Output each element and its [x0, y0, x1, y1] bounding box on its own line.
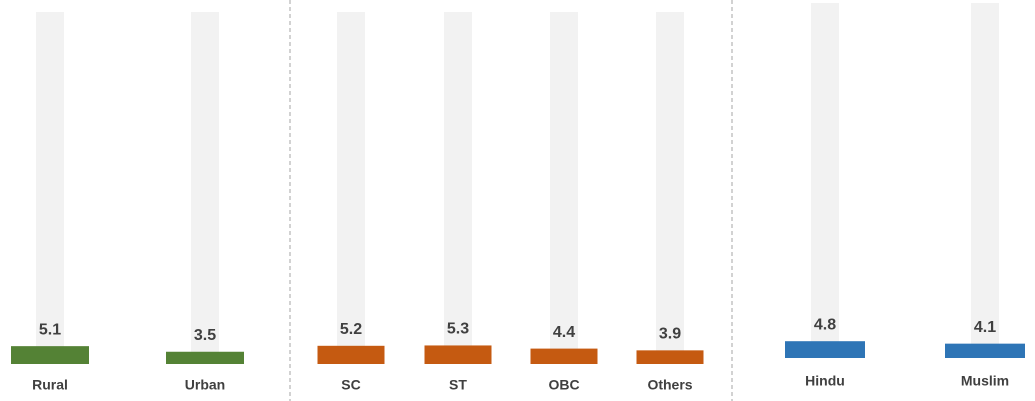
- bar-track: [971, 3, 999, 358]
- bar-track: [337, 12, 365, 364]
- value-label: 5.2: [340, 321, 362, 338]
- category-label: Rural: [32, 377, 68, 393]
- bar-track: [550, 12, 578, 364]
- category-label: Hindu: [805, 373, 845, 389]
- category-label: Muslim: [961, 373, 1009, 389]
- value-label: 4.4: [553, 324, 575, 341]
- bar: [636, 350, 704, 364]
- category-label: SC: [341, 377, 360, 393]
- bar-track: [656, 12, 684, 364]
- bar: [530, 348, 598, 364]
- bar: [945, 343, 1025, 358]
- category-label: Others: [647, 377, 692, 393]
- value-label: 4.8: [814, 316, 836, 333]
- value-label: 3.9: [659, 326, 681, 343]
- bar: [785, 341, 865, 358]
- bar: [317, 345, 385, 364]
- bar: [166, 351, 244, 364]
- bar-track: [191, 12, 219, 364]
- value-label: 4.1: [974, 319, 996, 336]
- bar-track: [36, 12, 64, 364]
- category-label: OBC: [548, 377, 579, 393]
- category-label: Urban: [185, 377, 225, 393]
- bar-track: [444, 12, 472, 364]
- category-label: ST: [449, 377, 467, 393]
- bar-track: [811, 3, 839, 358]
- value-label: 5.1: [39, 321, 61, 338]
- value-label: 5.3: [447, 321, 469, 338]
- bar: [424, 345, 492, 364]
- value-label: 3.5: [194, 327, 216, 344]
- bar: [11, 346, 89, 364]
